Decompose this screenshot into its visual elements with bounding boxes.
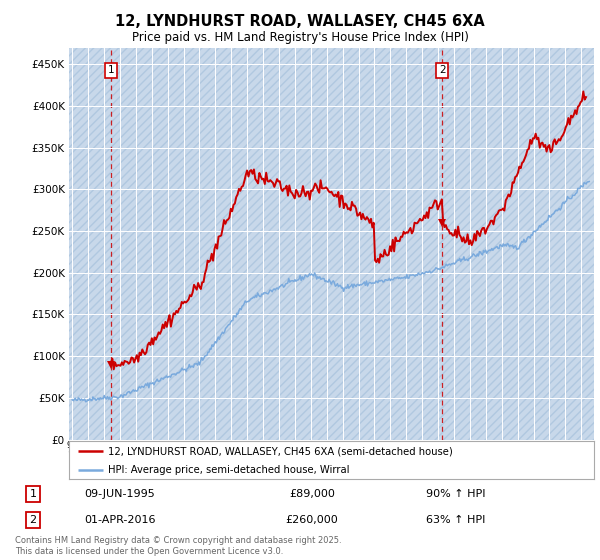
Text: 01-APR-2016: 01-APR-2016: [84, 515, 156, 525]
Text: 1: 1: [29, 489, 37, 499]
Text: HPI: Average price, semi-detached house, Wirral: HPI: Average price, semi-detached house,…: [109, 465, 350, 475]
Text: 2: 2: [29, 515, 37, 525]
Text: £260,000: £260,000: [286, 515, 338, 525]
Text: 2: 2: [439, 65, 445, 75]
Text: 90% ↑ HPI: 90% ↑ HPI: [426, 489, 486, 499]
Text: Price paid vs. HM Land Registry's House Price Index (HPI): Price paid vs. HM Land Registry's House …: [131, 31, 469, 44]
Text: 1: 1: [107, 65, 115, 75]
Text: 12, LYNDHURST ROAD, WALLASEY, CH45 6XA: 12, LYNDHURST ROAD, WALLASEY, CH45 6XA: [115, 14, 485, 29]
Text: 09-JUN-1995: 09-JUN-1995: [85, 489, 155, 499]
Text: 12, LYNDHURST ROAD, WALLASEY, CH45 6XA (semi-detached house): 12, LYNDHURST ROAD, WALLASEY, CH45 6XA (…: [109, 446, 453, 456]
Text: £89,000: £89,000: [289, 489, 335, 499]
Text: Contains HM Land Registry data © Crown copyright and database right 2025.
This d: Contains HM Land Registry data © Crown c…: [15, 536, 341, 556]
Text: 63% ↑ HPI: 63% ↑ HPI: [427, 515, 485, 525]
